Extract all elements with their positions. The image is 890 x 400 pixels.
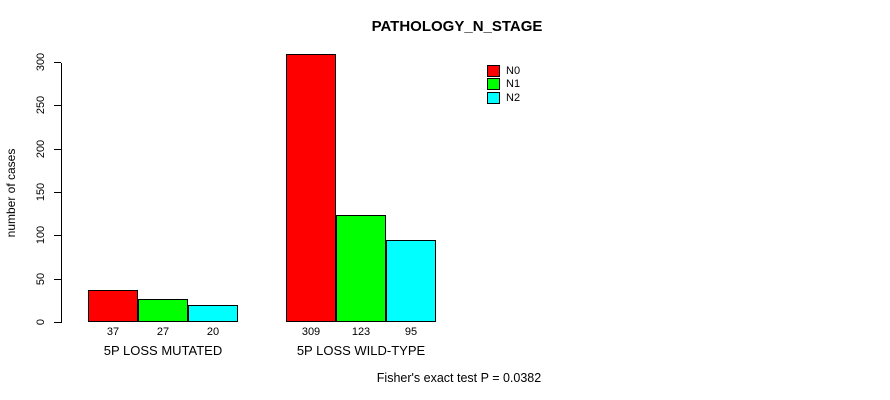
y-axis-line bbox=[61, 63, 62, 323]
y-tick-label: 150 bbox=[35, 182, 47, 202]
y-tick-label: 250 bbox=[35, 96, 47, 115]
bar-n1-5p-loss-wild-type bbox=[336, 215, 386, 322]
annotation-text: Fisher's exact test P = 0.0382 bbox=[376, 371, 542, 385]
chart-title: PATHOLOGY_N_STAGE bbox=[371, 18, 543, 35]
bar-value-label: 20 bbox=[206, 326, 220, 338]
bar-n0-5p-loss-wild-type bbox=[286, 54, 336, 322]
legend-label: N1 bbox=[506, 78, 521, 91]
bar-n1-5p-loss-mutated bbox=[138, 299, 188, 322]
legend-swatch-n1 bbox=[487, 78, 500, 91]
legend-swatch-n2 bbox=[487, 91, 500, 104]
y-tick-label: 0 bbox=[35, 318, 47, 326]
bar-value-label: 95 bbox=[404, 326, 418, 338]
legend: N0 N1 N2 bbox=[487, 64, 520, 105]
y-tick bbox=[54, 235, 61, 237]
y-tick-label: 50 bbox=[35, 272, 47, 285]
bar-value-label: 123 bbox=[351, 326, 371, 338]
legend-row: N2 bbox=[487, 91, 520, 105]
bar-n0-5p-loss-mutated bbox=[88, 290, 138, 322]
legend-label: N0 bbox=[506, 64, 521, 77]
y-tick-label: 200 bbox=[35, 139, 47, 158]
group-label: 5P LOSS MUTATED bbox=[103, 343, 223, 358]
legend-swatch-n0 bbox=[487, 64, 500, 77]
bar-value-label: 37 bbox=[106, 326, 120, 338]
y-tick bbox=[54, 278, 61, 280]
legend-row: N1 bbox=[487, 78, 520, 92]
legend-row: N0 bbox=[487, 64, 520, 78]
y-tick bbox=[54, 192, 61, 193]
y-tick-label: 300 bbox=[35, 52, 47, 72]
y-tick bbox=[54, 148, 61, 150]
y-tick bbox=[54, 105, 61, 107]
bar-value-label: 309 bbox=[301, 326, 321, 338]
group-label: 5P LOSS WILD-TYPE bbox=[296, 343, 426, 358]
legend-label: N2 bbox=[506, 91, 521, 104]
y-tick bbox=[54, 62, 61, 63]
y-tick-label: 100 bbox=[35, 226, 47, 245]
bar-n2-5p-loss-wild-type bbox=[386, 240, 436, 322]
bar-value-label: 27 bbox=[156, 326, 170, 338]
y-tick bbox=[54, 322, 61, 323]
bar-n2-5p-loss-mutated bbox=[188, 305, 238, 322]
y-axis-label: number of cases bbox=[4, 148, 18, 238]
